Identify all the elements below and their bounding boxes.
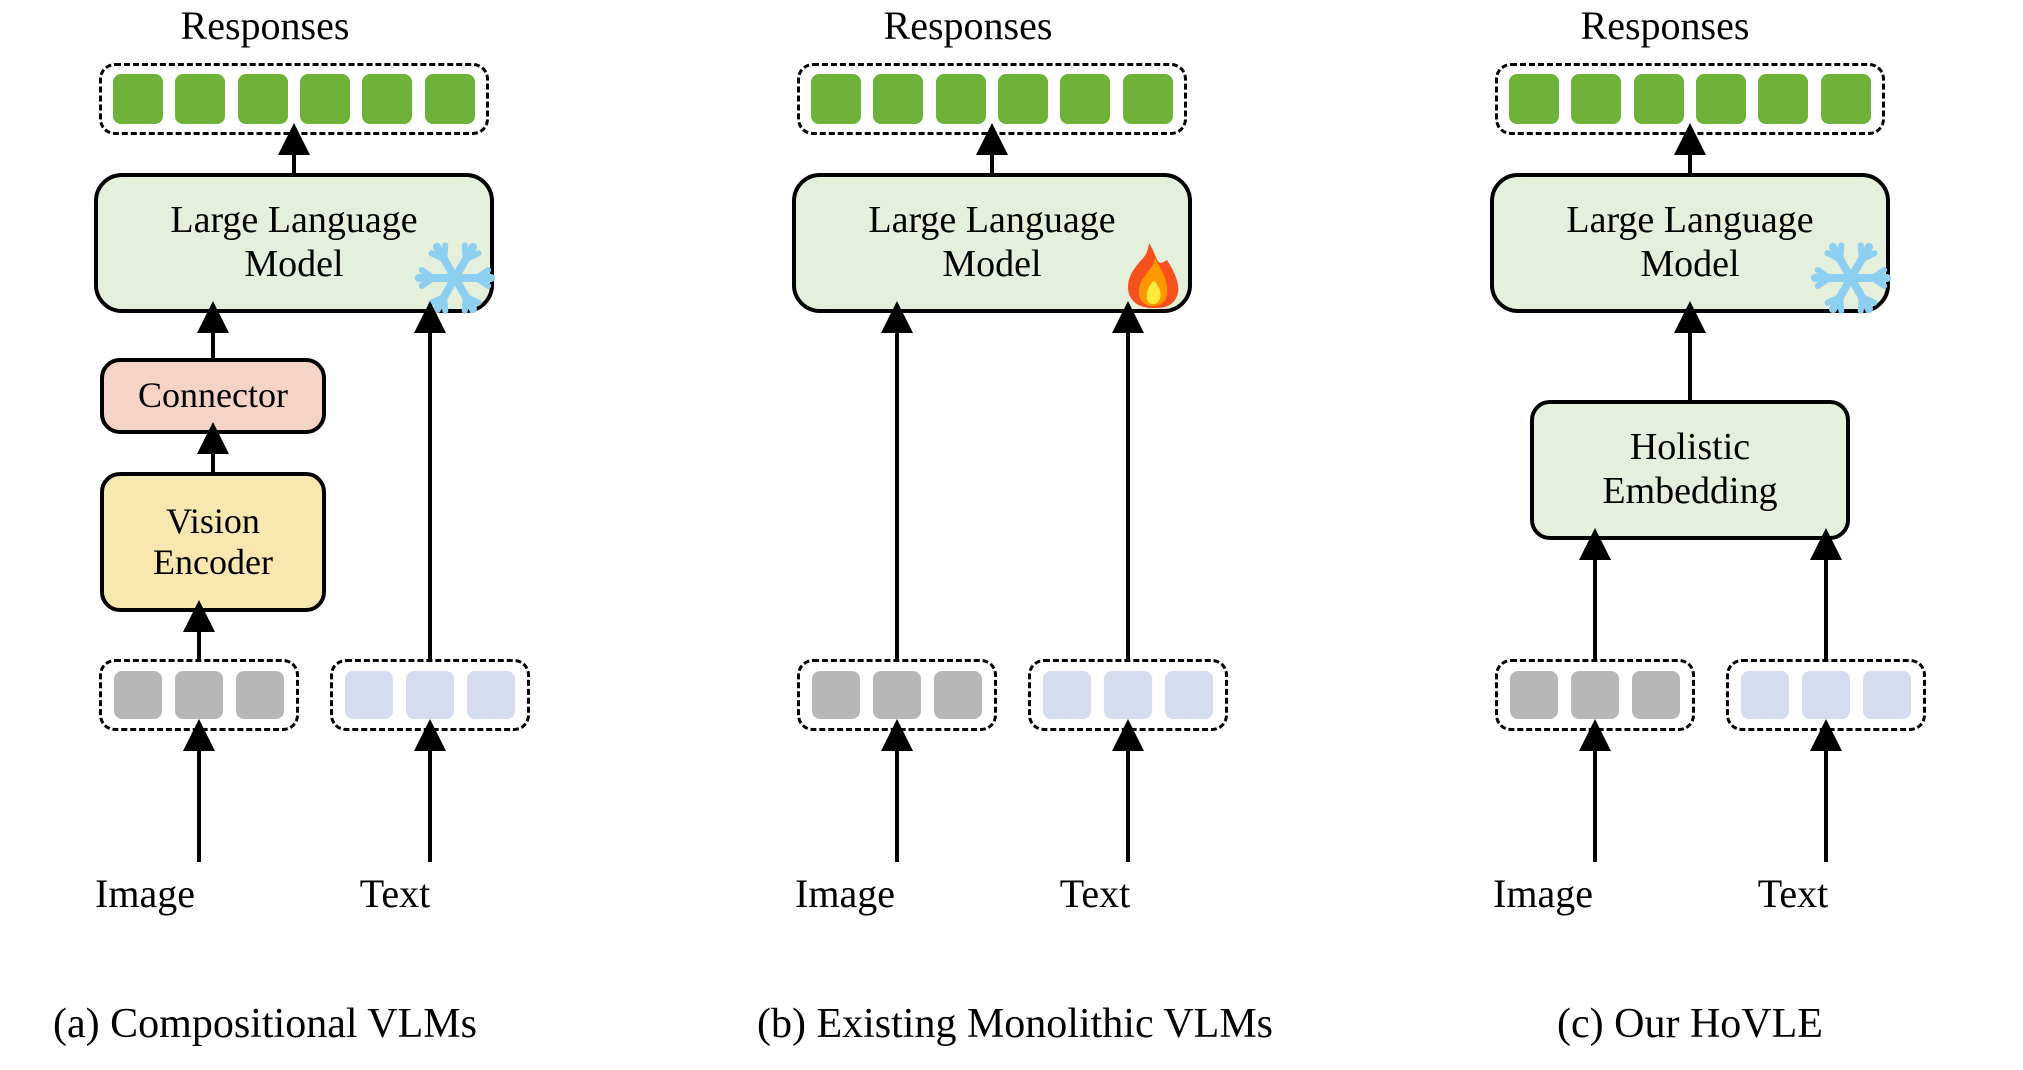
image-tokens-b-token [812, 671, 860, 719]
vision-encoder-box-a-label: Vision Encoder [153, 501, 273, 584]
response-tokens-b-token [998, 74, 1048, 124]
image-label-b: Image [770, 870, 920, 917]
response-tokens-b-token [811, 74, 861, 124]
responses-label-a: Responses [140, 2, 390, 49]
response-tokens-c-token [1758, 74, 1808, 124]
diagram-stage: Responses Large Language Model Connector Vi… [0, 0, 2023, 1070]
text-tokens-a-token [345, 671, 393, 719]
image-tokens-b [797, 659, 997, 731]
llm-box-b: Large Language Model [792, 173, 1192, 313]
text-tokens-b-token [1104, 671, 1152, 719]
holistic-embedding-box-c-label: Holistic Embedding [1602, 426, 1777, 513]
response-tokens-c-token [1509, 74, 1559, 124]
response-tokens-c-token [1571, 74, 1621, 124]
response-tokens-b [797, 63, 1187, 135]
response-tokens-c-token [1634, 74, 1684, 124]
response-tokens-b-token [1123, 74, 1173, 124]
image-tokens-c-token [1510, 671, 1558, 719]
response-tokens-b-token [1060, 74, 1110, 124]
image-tokens-c [1495, 659, 1695, 731]
text-tokens-b-token [1165, 671, 1213, 719]
response-tokens-b-token [936, 74, 986, 124]
response-tokens-a [99, 63, 489, 135]
vision-encoder-box-a: Vision Encoder [100, 472, 326, 612]
text-tokens-b-token [1043, 671, 1091, 719]
connector-box-a-label: Connector [138, 375, 288, 416]
llm-box-a: Large Language Model [94, 173, 494, 313]
image-label-a: Image [70, 870, 220, 917]
text-tokens-c-token [1863, 671, 1911, 719]
holistic-embedding-box-c: Holistic Embedding [1530, 400, 1850, 540]
image-tokens-a-token [236, 671, 284, 719]
text-tokens-c-token [1741, 671, 1789, 719]
connector-box-a: Connector [100, 358, 326, 434]
image-tokens-a-token [114, 671, 162, 719]
llm-box-a-label: Large Language Model [170, 199, 417, 286]
response-tokens-c-token [1821, 74, 1871, 124]
text-tokens-a [330, 659, 530, 731]
text-tokens-b [1028, 659, 1228, 731]
text-tokens-c [1726, 659, 1926, 731]
llm-box-c: Large Language Model [1490, 173, 1890, 313]
response-tokens-c-token [1696, 74, 1746, 124]
caption-c: (c) Our HoVLE [1540, 1000, 1840, 1048]
caption-b: (b) Existing Monolithic VLMs [735, 1000, 1295, 1048]
responses-label-c: Responses [1540, 2, 1790, 49]
response-tokens-c [1495, 63, 1885, 135]
caption-a: (a) Compositional VLMs [15, 1000, 515, 1048]
response-tokens-a-token [362, 74, 412, 124]
text-tokens-c-token [1802, 671, 1850, 719]
image-label-c: Image [1468, 870, 1618, 917]
image-tokens-c-token [1632, 671, 1680, 719]
image-tokens-c-token [1571, 671, 1619, 719]
response-tokens-a-token [425, 74, 475, 124]
text-tokens-a-token [467, 671, 515, 719]
image-tokens-b-token [934, 671, 982, 719]
image-tokens-a [99, 659, 299, 731]
text-label-c: Text [1718, 870, 1868, 917]
response-tokens-a-token [300, 74, 350, 124]
response-tokens-a-token [238, 74, 288, 124]
llm-box-c-label: Large Language Model [1566, 199, 1813, 286]
response-tokens-a-token [175, 74, 225, 124]
text-label-b: Text [1020, 870, 1170, 917]
image-tokens-b-token [873, 671, 921, 719]
response-tokens-a-token [113, 74, 163, 124]
image-tokens-a-token [175, 671, 223, 719]
text-label-a: Text [320, 870, 470, 917]
text-tokens-a-token [406, 671, 454, 719]
response-tokens-b-token [873, 74, 923, 124]
responses-label-b: Responses [843, 2, 1093, 49]
llm-box-b-label: Large Language Model [868, 199, 1115, 286]
